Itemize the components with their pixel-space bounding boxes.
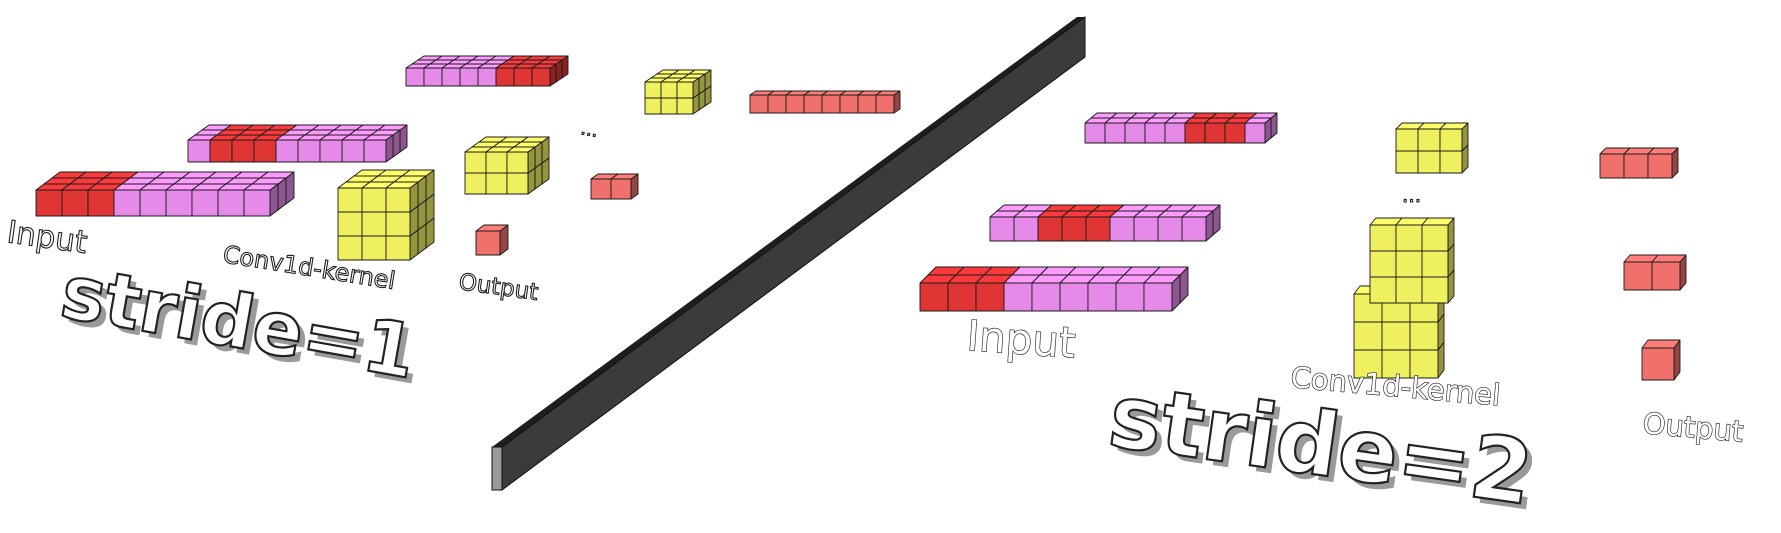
- left-input-row-2-cube: [363, 134, 394, 163]
- left-output-1: [475, 224, 509, 256]
- left-output-3: [749, 90, 901, 114]
- right-output-2: [1623, 254, 1687, 291]
- right-input-row-2-cube: [1181, 210, 1214, 242]
- right-input-label: Input: [965, 311, 1077, 367]
- right-output-3-cube: [1647, 147, 1679, 179]
- left-output-label: Output: [457, 269, 540, 306]
- divider-wall: [491, 16, 1086, 491]
- right-kernel-3-cube: [1439, 122, 1469, 152]
- right-output-2-cube: [1651, 254, 1687, 291]
- left-kernel-2-cube: [506, 146, 536, 174]
- right-labels: Input Conv1d-kernel Output stride=2 stri…: [965, 182, 1746, 531]
- left-kernel-3-cube: [676, 77, 700, 99]
- left-output-2-cube: [610, 173, 639, 200]
- left-input-row-3-cube: [531, 63, 557, 87]
- right-output-1-cube: [1641, 339, 1681, 381]
- left-kernel-1-cube: [385, 181, 419, 213]
- cube-layer: [35, 55, 1687, 381]
- right-kernel-1: [1353, 285, 1445, 379]
- left-output-1-cube: [475, 224, 509, 256]
- right-output-1: [1641, 339, 1681, 381]
- right-input-row-2: [989, 204, 1221, 242]
- left-input-row-1: [35, 171, 295, 217]
- left-kernel-2: [464, 136, 550, 195]
- right-output-3: [1599, 147, 1679, 179]
- right-kernel-3: [1395, 122, 1469, 174]
- left-output-2: [590, 173, 639, 200]
- right-kernel-2: [1369, 217, 1455, 304]
- right-kernel-2-cube: [1421, 217, 1455, 252]
- left-kernel-1: [337, 169, 435, 261]
- right-ellipsis: ...: [1402, 183, 1421, 207]
- right-output-label: Output: [1641, 406, 1744, 449]
- right-input-row-3: [1084, 112, 1278, 144]
- left-output-3-cube: [875, 90, 901, 114]
- left-kernel-3: [644, 69, 712, 115]
- left-input-row-1-cube: [243, 183, 279, 217]
- left-input-row-2: [187, 124, 408, 163]
- right-input-row-1: [919, 266, 1189, 312]
- right-input-row-1-cube: [1143, 274, 1181, 312]
- left-ellipsis: ...: [579, 118, 600, 142]
- left-input-row-3: [405, 55, 569, 87]
- right-input-row-3-cube: [1244, 117, 1272, 144]
